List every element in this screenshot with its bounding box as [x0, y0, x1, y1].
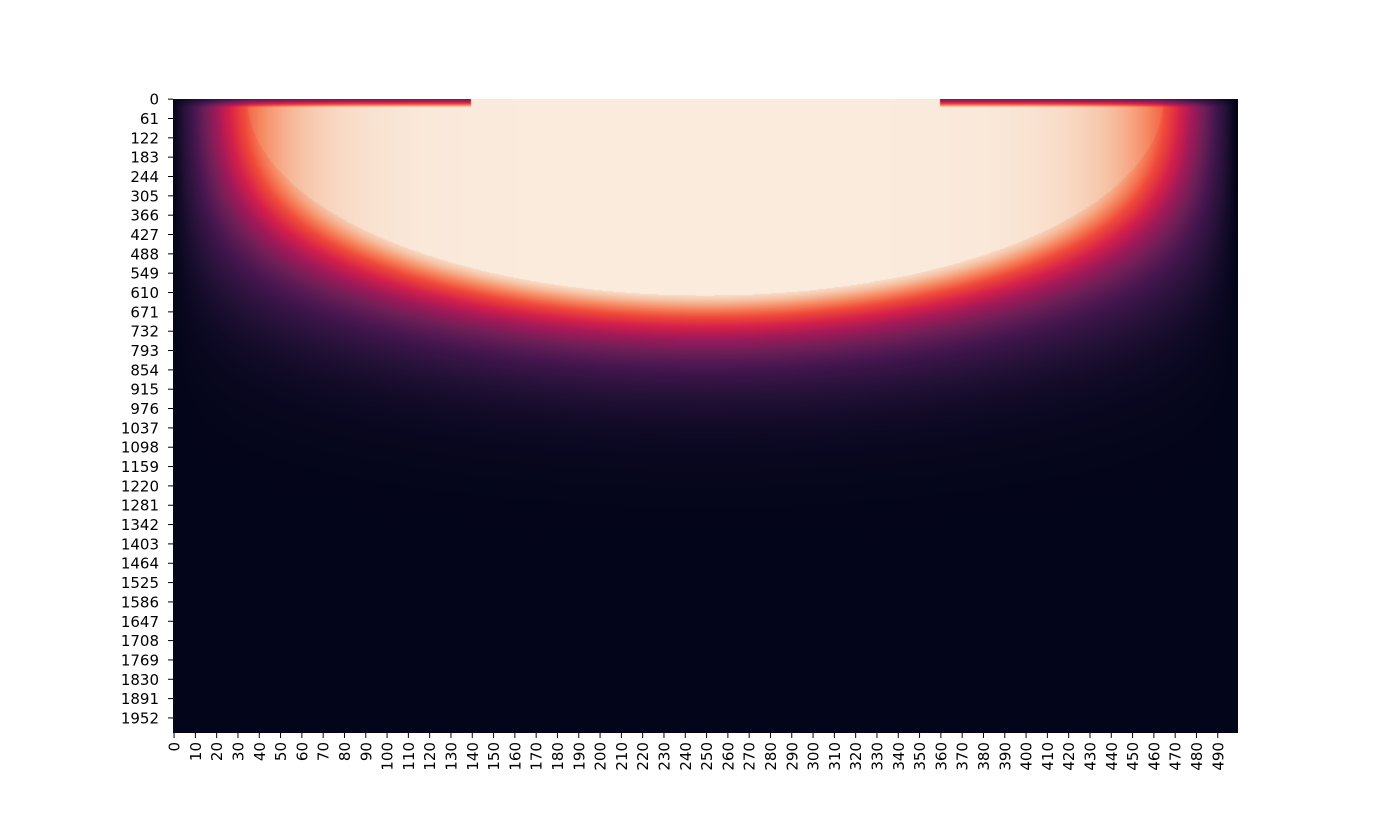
x-tick-label: 70 — [315, 742, 333, 761]
x-tick-label: 380 — [975, 742, 993, 771]
y-tick-label: 122 — [130, 129, 159, 147]
y-tick-label: 671 — [130, 303, 159, 321]
y-tick-label: 1647 — [121, 613, 159, 631]
x-tick-label: 250 — [698, 742, 716, 771]
y-tick-label: 915 — [130, 381, 159, 399]
x-tick-label: 490 — [1209, 742, 1227, 771]
y-tick-label: 1464 — [121, 555, 159, 573]
x-tick-label: 190 — [570, 742, 588, 771]
x-tick-label: 350 — [911, 742, 929, 771]
x-tick-label: 90 — [357, 742, 375, 761]
x-tick-label: 100 — [379, 742, 397, 771]
x-tick-label: 240 — [677, 742, 695, 771]
x-tick-label: 310 — [826, 742, 844, 771]
x-tick-label: 40 — [251, 742, 269, 761]
y-tick-label: 793 — [130, 342, 159, 360]
y-tick-label: 1769 — [121, 651, 159, 669]
y-tick-label: 366 — [130, 207, 159, 225]
y-tick-label: 244 — [130, 168, 159, 186]
y-tick-label: 1403 — [121, 535, 159, 553]
x-tick-label: 330 — [868, 742, 886, 771]
x-tick-label: 200 — [592, 742, 610, 771]
x-tick-label: 80 — [336, 742, 354, 761]
y-tick-label: 854 — [130, 361, 159, 379]
x-tick-label: 230 — [655, 742, 673, 771]
y-tick-label: 1159 — [121, 458, 159, 476]
y-tick-label: 549 — [130, 265, 159, 283]
x-tick-label: 410 — [1039, 742, 1057, 771]
x-tick-label: 20 — [208, 742, 226, 761]
x-tick-label: 450 — [1124, 742, 1142, 771]
x-tick-label: 150 — [485, 742, 503, 771]
x-tick-label: 390 — [996, 742, 1014, 771]
y-tick-label: 1220 — [121, 477, 159, 495]
x-tick-label: 360 — [932, 742, 950, 771]
x-tick-label: 10 — [187, 742, 205, 761]
x-tick-label: 480 — [1188, 742, 1206, 771]
y-tick-label: 183 — [130, 149, 159, 167]
x-tick-label: 430 — [1081, 742, 1099, 771]
y-tick-label: 427 — [130, 226, 159, 244]
x-tick-label: 370 — [954, 742, 972, 771]
y-tick-label: 1342 — [121, 516, 159, 534]
x-tick-label: 320 — [847, 742, 865, 771]
x-tick-label: 340 — [890, 742, 908, 771]
y-tick-label: 1586 — [121, 593, 159, 611]
y-tick-label: 1830 — [121, 671, 159, 689]
x-tick-label: 400 — [1018, 742, 1036, 771]
x-tick-label: 160 — [506, 742, 524, 771]
y-tick-label: 1525 — [121, 574, 159, 592]
x-axis-ticks: 0 10 20 30 40 50 60 70 80 90 100 110 120 130 140 150 160… — [166, 733, 1227, 771]
x-tick-label: 300 — [805, 742, 823, 771]
y-tick-label: 732 — [130, 323, 159, 341]
y-tick-label: 0 — [149, 91, 159, 109]
x-tick-label: 290 — [783, 742, 801, 771]
y-tick-label: 1098 — [121, 439, 159, 457]
x-tick-label: 440 — [1103, 742, 1121, 771]
x-tick-label: 140 — [464, 742, 482, 771]
x-tick-label: 470 — [1167, 742, 1185, 771]
x-tick-label: 210 — [613, 742, 631, 771]
y-tick-label: 488 — [130, 245, 159, 263]
y-tick-label: 1037 — [121, 419, 159, 437]
x-tick-label: 270 — [741, 742, 759, 771]
y-tick-label: 1708 — [121, 632, 159, 650]
x-tick-label: 120 — [421, 742, 439, 771]
x-tick-label: 280 — [762, 742, 780, 771]
x-tick-label: 110 — [400, 742, 418, 771]
y-tick-label: 1952 — [121, 709, 159, 727]
x-tick-label: 0 — [166, 742, 184, 752]
y-tick-label: 1281 — [121, 497, 159, 515]
x-tick-label: 260 — [719, 742, 737, 771]
x-tick-label: 420 — [1060, 742, 1078, 771]
y-tick-label: 61 — [140, 110, 159, 128]
x-tick-label: 180 — [549, 742, 567, 771]
x-tick-label: 30 — [229, 742, 247, 761]
y-tick-label: 305 — [130, 187, 159, 205]
heatmap-cells — [173, 99, 1238, 733]
x-tick-label: 170 — [528, 742, 546, 771]
x-tick-label: 220 — [634, 742, 652, 771]
x-tick-label: 460 — [1145, 742, 1163, 771]
y-tick-label: 976 — [130, 400, 159, 418]
x-tick-label: 50 — [272, 742, 290, 761]
y-tick-label: 610 — [130, 284, 159, 302]
x-tick-label: 60 — [293, 742, 311, 761]
x-tick-label: 130 — [442, 742, 460, 771]
y-tick-label: 1891 — [121, 690, 159, 708]
